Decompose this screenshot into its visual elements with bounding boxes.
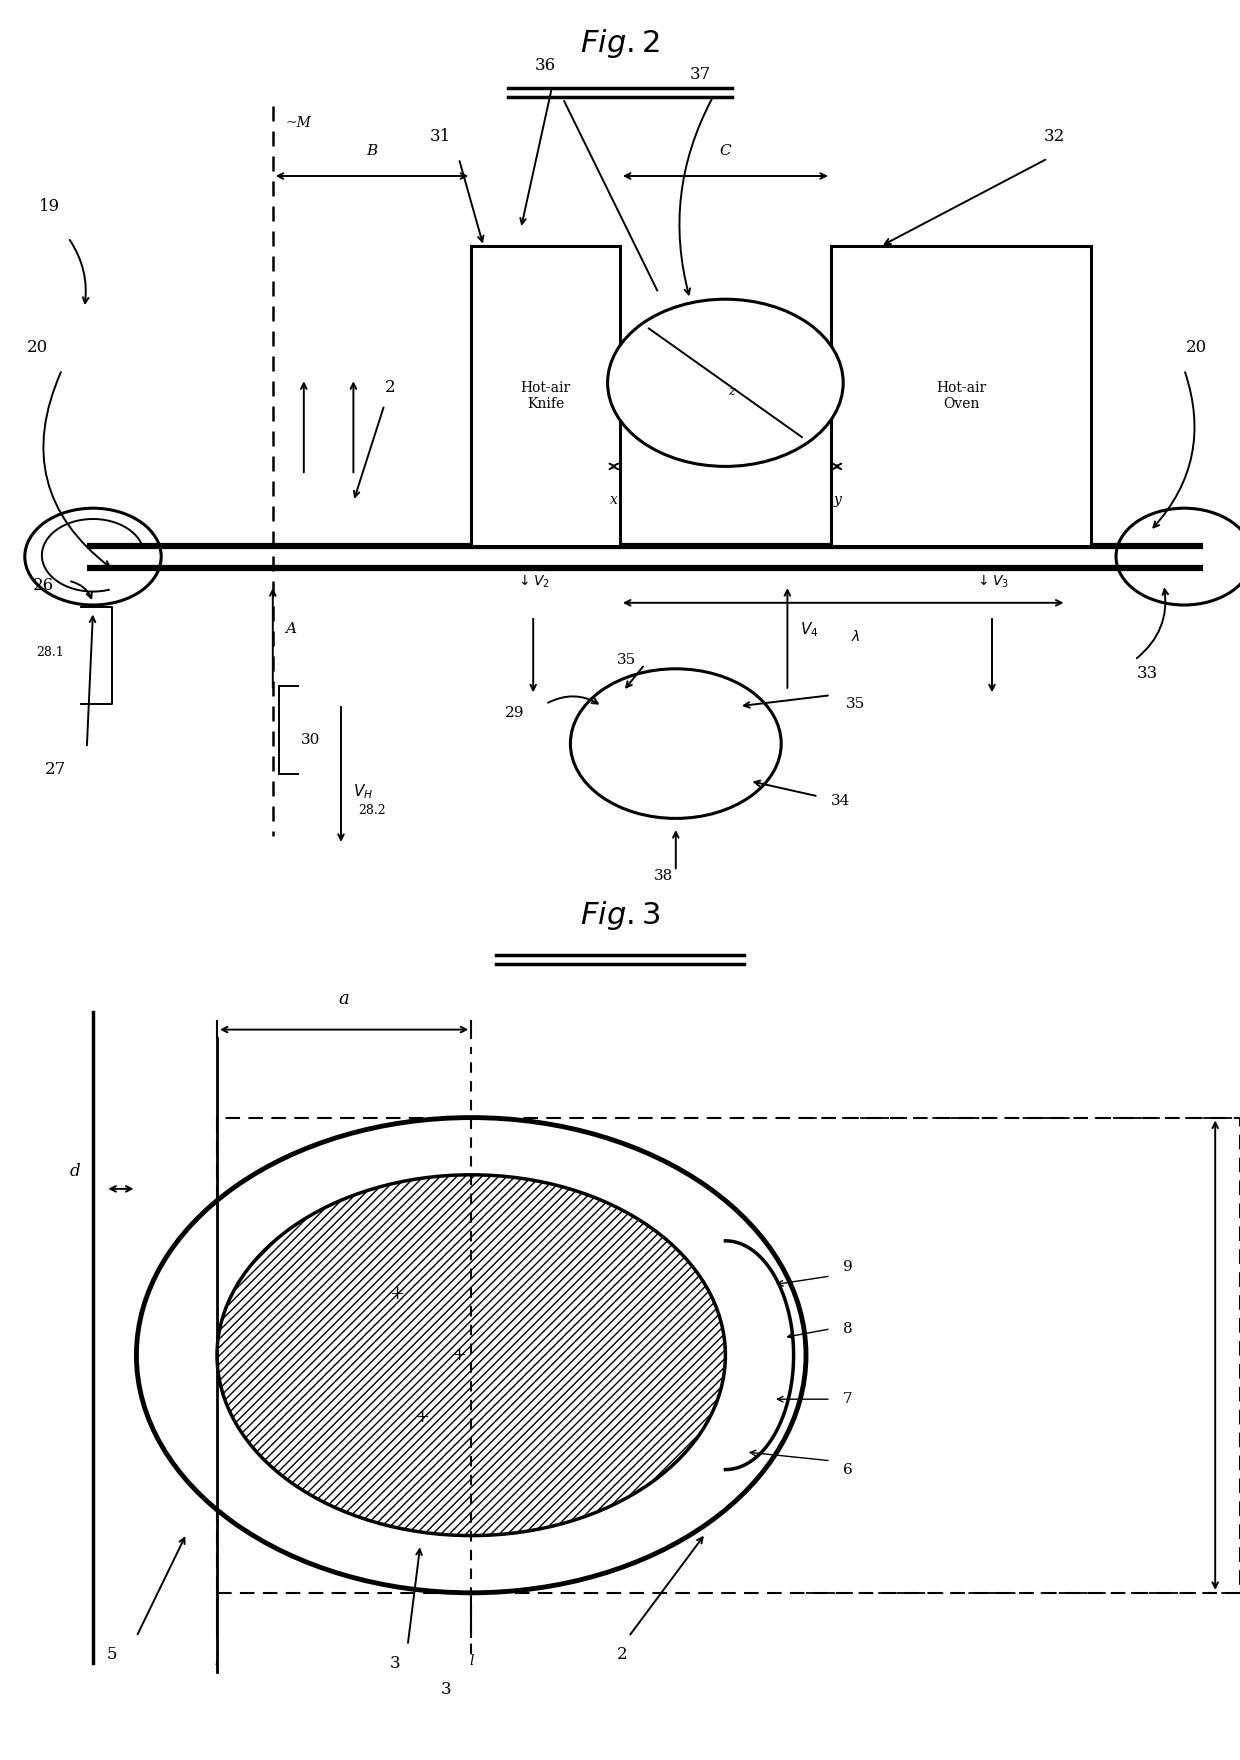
Text: 34: 34	[831, 794, 851, 808]
Text: $\downarrow V_2$: $\downarrow V_2$	[516, 572, 551, 590]
Text: l: l	[469, 1654, 474, 1668]
Text: 20: 20	[1185, 340, 1208, 356]
Text: 5: 5	[107, 1646, 117, 1663]
Text: 35: 35	[616, 653, 636, 667]
Text: 37: 37	[689, 67, 712, 83]
Text: 27: 27	[45, 762, 67, 778]
Text: C: C	[719, 144, 732, 158]
Text: $V_H$: $V_H$	[353, 783, 373, 801]
Text: $V_4$: $V_4$	[800, 620, 818, 639]
Bar	[831, 246, 1091, 546]
Text: d: d	[69, 1163, 81, 1179]
Text: 3: 3	[440, 1681, 451, 1698]
Text: 28.2: 28.2	[358, 804, 386, 817]
Text: 28.1: 28.1	[36, 646, 63, 658]
Text: 32: 32	[1043, 128, 1065, 144]
Text: Hot-air
Knife: Hot-air Knife	[521, 380, 570, 412]
Text: A: A	[285, 623, 296, 635]
Text: 33: 33	[1136, 665, 1158, 681]
Text: 19: 19	[38, 199, 61, 215]
Circle shape	[608, 299, 843, 466]
Circle shape	[217, 1176, 725, 1535]
Text: 9: 9	[843, 1260, 853, 1274]
Text: 35: 35	[846, 697, 866, 711]
Text: 36: 36	[534, 58, 557, 74]
Text: ~M: ~M	[285, 116, 311, 130]
Bar	[471, 246, 620, 546]
Text: z: z	[728, 385, 735, 398]
Text: 30: 30	[301, 732, 321, 746]
Text: $\lambda$: $\lambda$	[851, 628, 861, 644]
Text: 2: 2	[386, 378, 396, 396]
Text: +: +	[414, 1408, 429, 1426]
Text: B: B	[366, 144, 378, 158]
Text: 8: 8	[843, 1322, 853, 1336]
Circle shape	[136, 1118, 806, 1593]
Text: a: a	[339, 989, 350, 1007]
Text: 7: 7	[843, 1392, 853, 1406]
Text: $\mathbf{\mathit{Fig. 2}}$: $\mathbf{\mathit{Fig. 2}}$	[580, 28, 660, 60]
Text: y: y	[833, 493, 841, 507]
Text: $\mathbf{\mathit{Fig. 3}}$: $\mathbf{\mathit{Fig. 3}}$	[580, 899, 660, 931]
Text: +: +	[389, 1285, 404, 1302]
Text: 38: 38	[653, 869, 673, 884]
Text: 2: 2	[616, 1646, 627, 1663]
Text: 3: 3	[389, 1654, 401, 1672]
Text: l: l	[215, 1654, 219, 1668]
Text: $\downarrow V_3$: $\downarrow V_3$	[975, 572, 1009, 590]
Text: +: +	[451, 1346, 466, 1364]
Text: x: x	[610, 493, 618, 507]
Text: 26: 26	[32, 577, 55, 593]
Bar	[217, 1118, 1240, 1593]
Circle shape	[570, 669, 781, 818]
Text: 29: 29	[505, 706, 525, 720]
Text: Hot-air
Oven: Hot-air Oven	[936, 380, 986, 412]
Text: 20: 20	[26, 340, 48, 356]
Text: 6: 6	[843, 1463, 853, 1477]
Text: 31: 31	[429, 128, 451, 144]
